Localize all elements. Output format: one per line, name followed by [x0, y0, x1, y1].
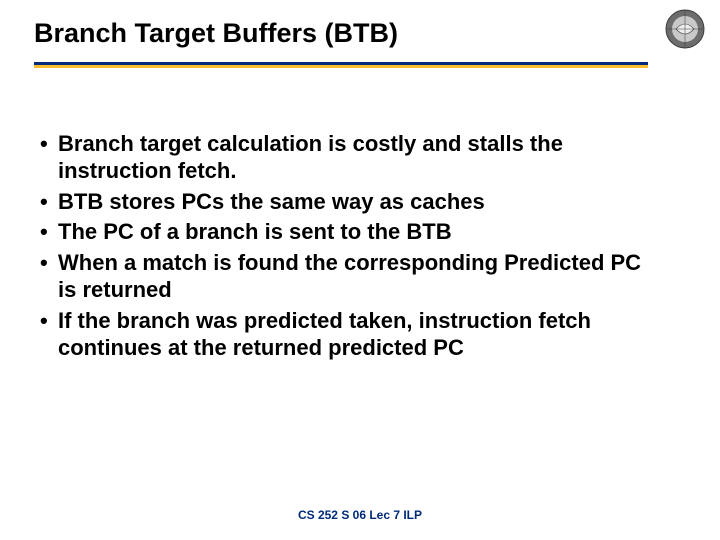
list-item: If the branch was predicted taken, instr…: [58, 308, 642, 362]
list-item: When a match is found the corresponding …: [58, 250, 642, 304]
title-underline-light: [34, 65, 648, 68]
list-item: Branch target calculation is costly and …: [58, 131, 642, 185]
title-wrap: Branch Target Buffers (BTB): [34, 18, 686, 49]
slide: Branch Target Buffers (BTB) Branch targe…: [0, 0, 720, 540]
bullet-list: Branch target calculation is costly and …: [34, 131, 686, 362]
list-item: BTB stores PCs the same way as caches: [58, 189, 642, 216]
slide-title: Branch Target Buffers (BTB): [34, 18, 686, 49]
list-item: The PC of a branch is sent to the BTB: [58, 219, 642, 246]
footer-text: CS 252 S 06 Lec 7 ILP: [0, 508, 720, 522]
